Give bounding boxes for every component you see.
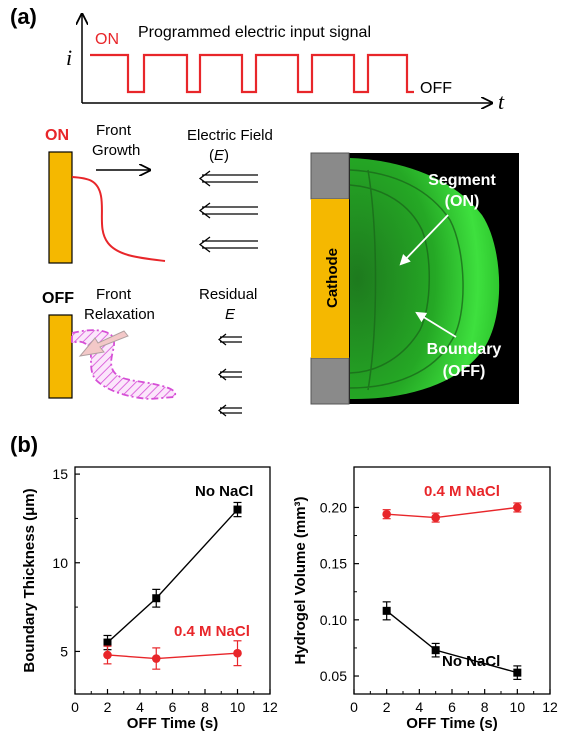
hydrogel-body (350, 158, 500, 400)
front-relaxation-line1: Front (96, 286, 132, 303)
chart1-series-0-point (382, 509, 391, 519)
chart1-x-tick-label: 8 (481, 699, 489, 715)
front-growth-line2: Growth (92, 142, 140, 159)
chart0-label-nacl: 0.4 M NaCl (174, 623, 250, 640)
chart1-label-nacl: 0.4 M NaCl (424, 483, 500, 500)
signal-off-label: OFF (420, 80, 452, 97)
cathode-label: Cathode (324, 248, 341, 308)
chart0-series-1-point (233, 648, 242, 658)
chart1-x-tick-label: 10 (510, 699, 526, 715)
on-state-label: ON (45, 127, 69, 144)
chart0-label-no-nacl: No NaCl (195, 483, 253, 500)
chart1-series-0-point (513, 503, 522, 512)
chart0-series-0-point (233, 505, 242, 514)
chart0-series-1-point (151, 654, 161, 663)
chart0-y-axis-label: Boundary Thickness (μm) (21, 488, 38, 672)
chart0-series-1-point (103, 650, 112, 660)
chart0-x-axis-label: OFF Time (s) (127, 715, 218, 732)
on-state-schematic: ON Front Growth Electric Field (E) (45, 122, 273, 264)
chart1-y-tick-label: 0.05 (320, 668, 347, 684)
front-growth-line1: Front (96, 122, 132, 139)
chart1-y-tick-label: 0.15 (320, 556, 347, 572)
chart1-series-1-point (431, 646, 440, 655)
chart0-y-tick-label: 5 (60, 643, 68, 659)
residual-field-line2: E (225, 306, 236, 323)
chart0-series-0-point (103, 638, 112, 647)
chart1-series-0-point (431, 513, 440, 522)
boundary-pointer (415, 311, 457, 338)
segment-pointer (399, 214, 449, 266)
relaxation-arrow (78, 330, 129, 357)
chart1-x-tick-label: 2 (383, 699, 391, 715)
chart0-x-tick-label: 2 (104, 699, 112, 715)
chart0-x-tick-label: 4 (136, 699, 144, 715)
chart0-x-tick-label: 10 (230, 699, 246, 715)
chart0-x-tick-label: 12 (262, 699, 278, 715)
segment-label-line2: (ON) (445, 193, 480, 210)
chart1-series-1-point (513, 668, 522, 677)
chart0-y-tick-label: 15 (52, 466, 68, 482)
off-state-schematic: OFF Front Relaxation Residual E (42, 286, 257, 417)
chart0-x-tick-label: 0 (71, 699, 79, 715)
panel-a-label: (a) (10, 4, 37, 29)
chart0-x-tick-label: 8 (201, 699, 209, 715)
chart1-x-tick-label: 0 (350, 699, 358, 715)
chart1-label-no-nacl: No NaCl (442, 653, 500, 670)
front-relaxation-line2: Relaxation (84, 306, 155, 323)
chart1-y-axis-label: Hydrogel Volume (mm³) (292, 496, 309, 664)
chart1-x-tick-label: 6 (448, 699, 456, 715)
chart1-x-axis-label: OFF Time (s) (406, 715, 497, 732)
boundary-label-line2: (OFF) (443, 363, 486, 380)
chart1-x-tick-label: 12 (542, 699, 558, 715)
segment-label-line1: Segment (428, 172, 496, 189)
relaxation-region (71, 329, 177, 400)
chart1-y-tick-label: 0.10 (320, 612, 347, 628)
cathode-electrode (311, 199, 349, 358)
residual-field-arrows (218, 333, 242, 417)
chart0-x-tick-label: 6 (169, 699, 177, 715)
off-electrode (48, 314, 73, 399)
hydrogel-volume-chart: 0 2 4 6 8 10 12 0.05 0.10 0.15 0.20 OFF Time (s) Hyd… (292, 466, 558, 732)
chart0-series-0-point (152, 594, 161, 603)
chart1-series-1-point (382, 606, 391, 615)
hydrogel-photo: Cathode Segment (ON) Boundary (OFF) (310, 152, 519, 405)
growth-front-curve (71, 176, 166, 262)
electric-field-line2: (E) (209, 147, 229, 164)
electric-field-arrows (198, 170, 258, 253)
boundary-label-line1: Boundary (427, 341, 502, 358)
chart0-series-1-line (107, 652, 238, 660)
chart1-x-tick-label: 4 (415, 699, 423, 715)
boundary-thickness-chart: 0 2 4 6 8 10 12 5 10 15 OFF Time (s) Boundary Thick… (21, 466, 278, 732)
signal-x-symbol: t (498, 89, 505, 114)
square-wave (90, 53, 414, 94)
chart1-series-0-line (386, 506, 518, 519)
off-state-label: OFF (42, 290, 74, 307)
cathode-holder-top (310, 152, 350, 200)
on-electrode (48, 151, 73, 264)
signal-title: Programmed electric input signal (138, 24, 371, 41)
cathode-holder-bottom (310, 357, 350, 405)
signal-on-label: ON (95, 31, 119, 48)
electric-field-line1: Electric Field (187, 127, 273, 144)
panel-b-label: (b) (10, 432, 38, 457)
chart1-y-tick-label: 0.20 (320, 499, 347, 515)
residual-field-line1: Residual (199, 286, 257, 303)
chart0-y-tick-label: 10 (52, 555, 68, 571)
hydrogel-rings (349, 169, 464, 391)
input-signal-plot: Programmed electric input signal i t ON … (66, 14, 505, 114)
signal-y-symbol: i (66, 45, 72, 70)
